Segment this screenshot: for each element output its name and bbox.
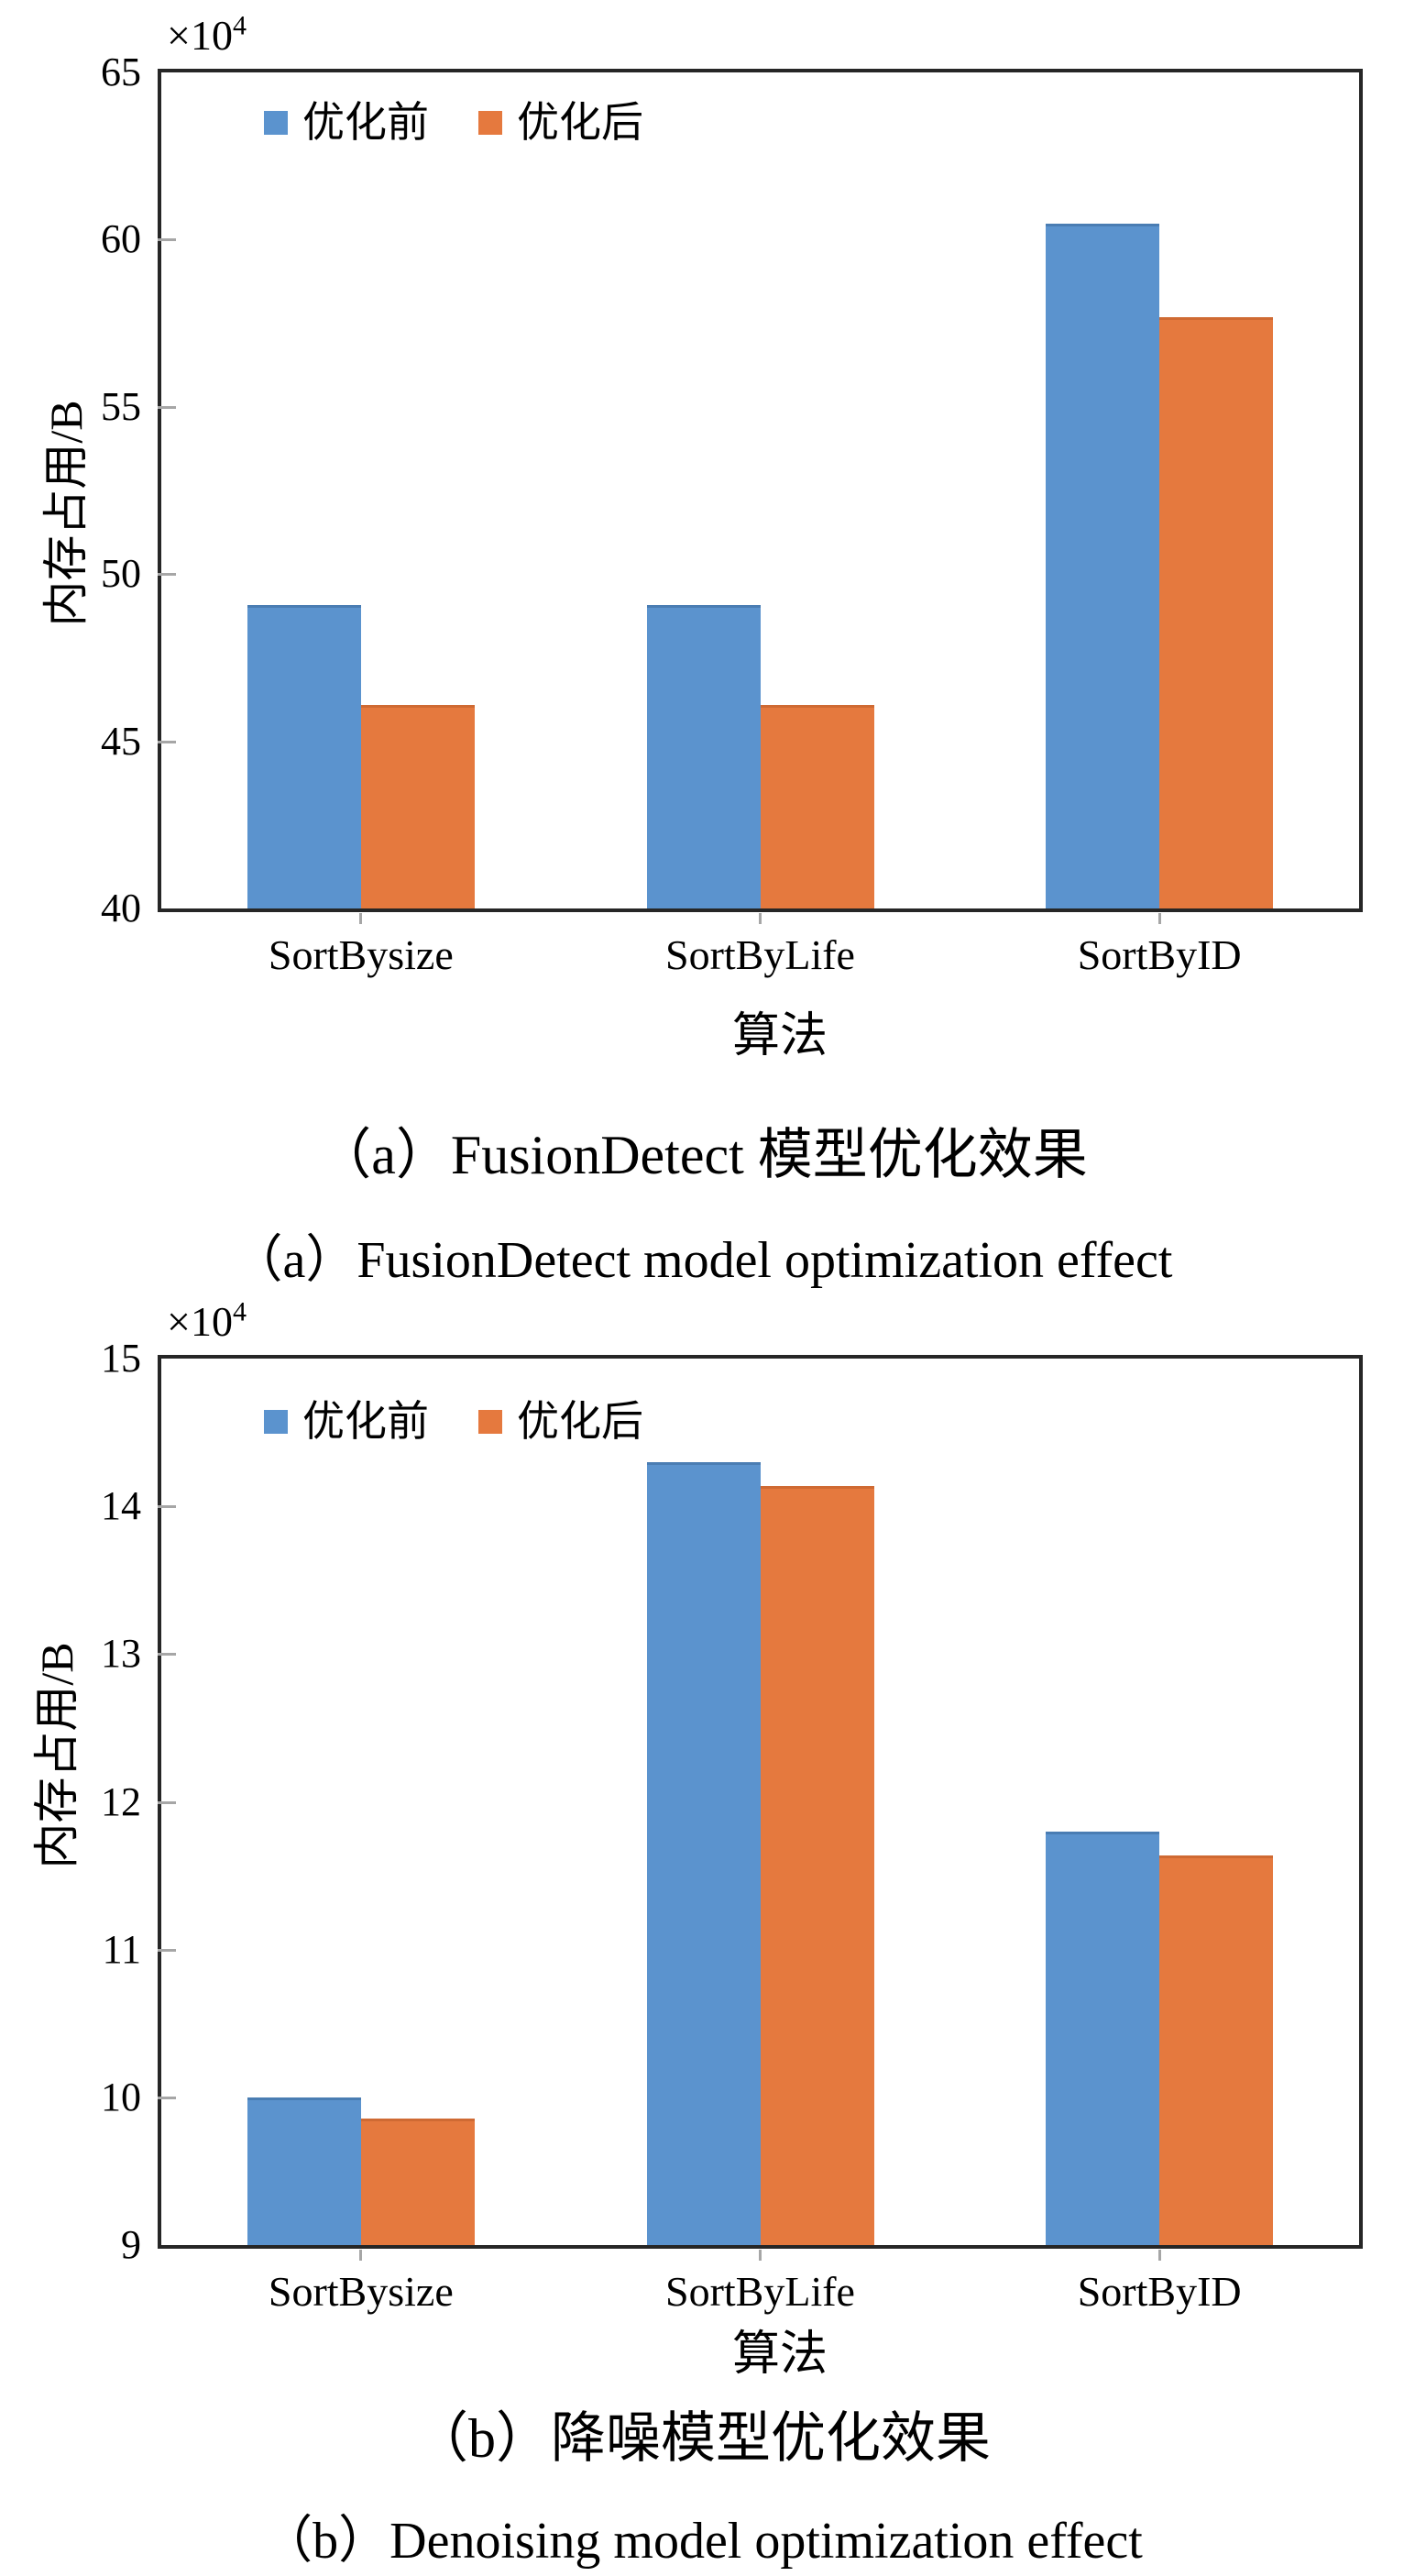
legend-item-after-a: 优化后: [478, 102, 643, 144]
bar-before-SortByID-a: [1046, 223, 1160, 908]
caption-zh-a: （a）FusionDetect 模型优化效果: [316, 1125, 1088, 1185]
y-axis-multiplier-a: ×104: [167, 12, 247, 59]
legend-swatch-before-b: [264, 1410, 288, 1434]
caption-en-a: （a）FusionDetect model optimization effec…: [231, 1232, 1173, 1289]
y-tick-mark-b: [158, 1505, 176, 1509]
y-tick-label-b: 12: [101, 1778, 141, 1824]
caption-en-b: （b）Denoising model optimization effect: [261, 2513, 1143, 2570]
x-tick-mark-b: [1157, 2250, 1161, 2261]
x-tick-mark-b: [359, 2250, 363, 2261]
y-tick-label-a: 65: [101, 50, 141, 94]
y-tick-mark-b: [158, 1948, 176, 1952]
x-tick-label-b: SortByID: [1077, 2268, 1242, 2315]
x-tick-mark-a: [1157, 913, 1161, 924]
x-tick-label-a: SortByLife: [665, 931, 855, 978]
y-tick-label-a: 60: [101, 216, 141, 262]
bar-after-SortByLife-b: [760, 1485, 874, 2245]
y-tick-mark-b: [158, 1653, 176, 1657]
bar-before-SortByLife-a: [646, 604, 761, 908]
legend-b: 优化前 优化后: [264, 1401, 643, 1443]
y-tick-label-b: 15: [101, 1336, 141, 1381]
bar-before-SortByLife-b: [646, 1462, 761, 2245]
x-tick-mark-a: [759, 913, 762, 924]
y-tick-label-a: 50: [101, 551, 141, 597]
bar-after-SortByID-b: [1159, 1855, 1274, 2245]
x-tick-label-a: SortByID: [1077, 931, 1242, 978]
bar-before-SortByID-b: [1046, 1831, 1160, 2245]
bar-after-SortByID-a: [1159, 316, 1274, 908]
plot-area-b: 9 10 11 12 13 14 15 SortBysize SortByLife SortByI…: [101, 1338, 1363, 2313]
legend-swatch-before-a: [264, 111, 288, 135]
legend-label-after-a: 优化后: [517, 99, 643, 146]
y-axis-multiplier-exponent-b: 4: [232, 1296, 247, 1327]
x-tick-mark-b: [759, 2250, 762, 2261]
plot-area-a: 40 45 50 55 60 65 SortBysize SortByLife SortByID…: [101, 52, 1363, 976]
y-tick-label-b: 14: [101, 1483, 141, 1529]
legend-a: 优化前 优化后: [264, 102, 643, 144]
bar-before-SortBysize-a: [247, 604, 361, 908]
y-axis-multiplier-base-a: ×10: [167, 12, 233, 59]
legend-label-before-b: 优化前: [302, 1398, 429, 1445]
y-tick-mark-a: [158, 740, 176, 743]
y-axis-multiplier-b: ×104: [167, 1298, 247, 1345]
x-tick-label-a: SortBysize: [268, 931, 454, 978]
x-tick-mark-a: [359, 913, 363, 924]
bar-after-SortBysize-a: [360, 705, 475, 908]
bar-after-SortBysize-b: [360, 2118, 475, 2245]
y-tick-mark-b: [158, 1800, 176, 1804]
legend-label-after-b: 优化后: [517, 1398, 643, 1445]
y-axis-multiplier-exponent-a: 4: [232, 10, 247, 41]
y-tick-label-b: 13: [101, 1631, 141, 1677]
x-axis-title-a: 算法: [731, 1010, 828, 1062]
y-tick-mark-a: [158, 238, 176, 242]
legend-item-before-b: 优化前: [264, 1401, 429, 1443]
y-tick-mark-a: [158, 573, 176, 577]
y-tick-mark-b: [158, 2096, 176, 2099]
legend-swatch-after-a: [478, 111, 502, 135]
legend-item-after-b: 优化后: [478, 1401, 643, 1443]
bar-after-SortByLife-a: [760, 705, 874, 908]
y-tick-label-b: 10: [101, 2074, 141, 2119]
x-axis-title-b: 算法: [731, 2328, 828, 2381]
y-axis-title-b: 内存占用/B: [31, 1642, 82, 1869]
y-axis-multiplier-base-b: ×10: [167, 1298, 233, 1345]
x-tick-label-b: SortBysize: [268, 2268, 454, 2315]
legend-item-before-a: 优化前: [264, 102, 429, 144]
y-tick-label-a: 55: [101, 383, 141, 429]
y-tick-label-b: 9: [121, 2222, 141, 2267]
y-tick-mark-a: [158, 405, 176, 409]
caption-zh-b: （b）降噪模型优化效果: [413, 2408, 991, 2469]
x-tick-label-b: SortByLife: [665, 2268, 855, 2315]
legend-swatch-after-b: [478, 1410, 502, 1434]
bar-before-SortBysize-b: [247, 2097, 361, 2245]
legend-label-before-a: 优化前: [302, 99, 429, 146]
y-tick-label-b: 11: [102, 1926, 141, 1972]
y-tick-label-a: 45: [101, 718, 141, 764]
y-tick-label-a: 40: [101, 886, 141, 930]
